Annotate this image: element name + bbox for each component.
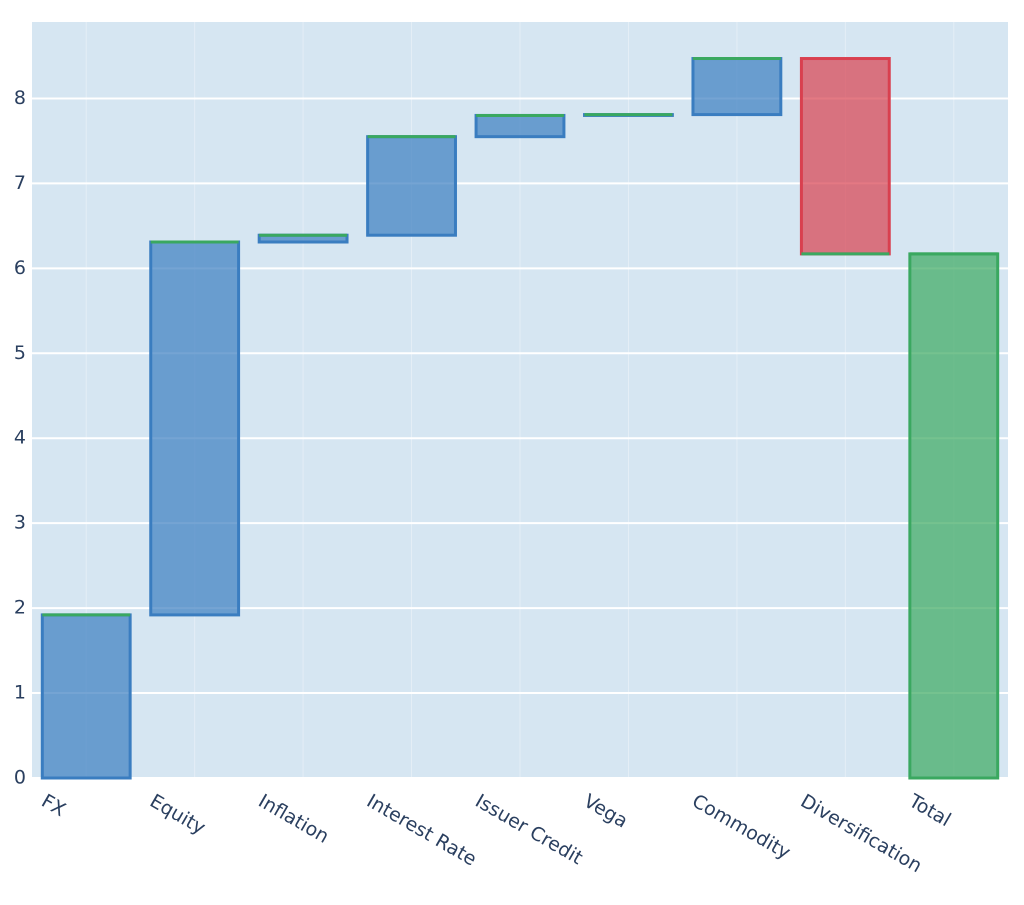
y-tick-label: 0: [14, 767, 26, 789]
x-tick-label: Total: [904, 790, 954, 832]
x-tick-label: Inflation: [254, 790, 332, 848]
y-tick-label: 3: [14, 512, 26, 534]
x-tick-label: Issuer Credit: [471, 790, 586, 869]
bar: [474, 113, 566, 139]
bar: [40, 613, 132, 780]
x-tick-label: Vega: [580, 790, 632, 833]
y-tick-label: 5: [14, 342, 26, 364]
y-tick-label: 1: [14, 682, 26, 704]
x-tick-label: Interest Rate: [363, 790, 480, 870]
x-tick-label: Commodity: [688, 790, 794, 864]
y-tick-label: 4: [14, 427, 26, 449]
x-tick-label: Equity: [146, 790, 209, 839]
bar: [908, 252, 1000, 780]
bar: [799, 57, 891, 256]
y-tick-label: 7: [14, 172, 26, 194]
x-tick-label: Diversification: [797, 790, 926, 877]
bar: [149, 240, 241, 617]
y-tick-label: 2: [14, 597, 26, 619]
x-tick-label: FX: [38, 790, 70, 821]
bar: [366, 135, 457, 237]
bar: [691, 57, 783, 117]
y-tick-label: 6: [14, 257, 26, 279]
y-tick-label: 8: [14, 87, 26, 109]
